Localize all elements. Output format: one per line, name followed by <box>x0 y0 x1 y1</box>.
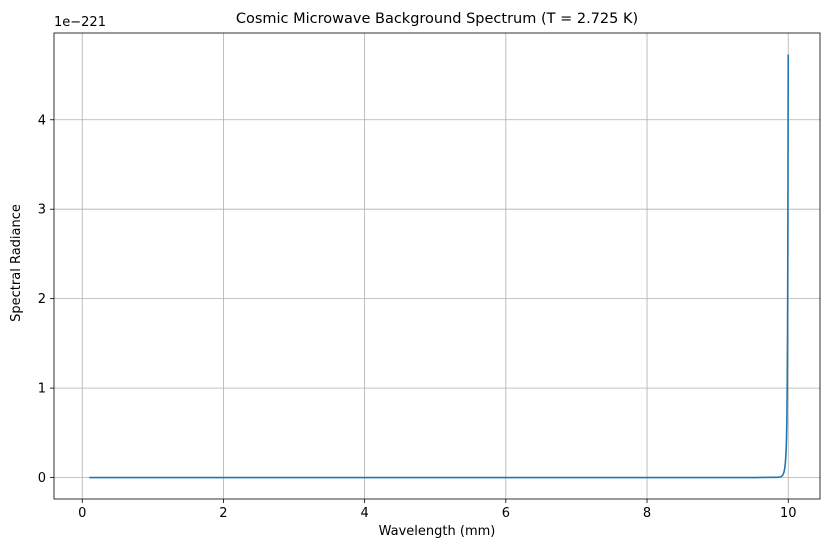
x-tick-label: 4 <box>360 506 368 521</box>
y-tick-label: 3 <box>38 203 46 218</box>
x-tick-label: 0 <box>78 506 86 521</box>
y-tick-label: 2 <box>38 292 46 307</box>
chart-title: Cosmic Microwave Background Spectrum (T … <box>236 11 638 27</box>
x-tick-label: 10 <box>780 506 797 521</box>
series-line <box>89 54 790 479</box>
y-tick-label: 1 <box>38 382 46 397</box>
y-tick-label: 4 <box>38 113 46 128</box>
series-layer <box>89 54 790 479</box>
ticks: 0 2 4 6 8 10 0 1 2 3 4 <box>38 113 797 521</box>
x-axis-label: Wavelength (mm) <box>379 524 496 539</box>
grid <box>54 33 820 499</box>
y-tick-label: 0 <box>38 471 46 486</box>
y-axis-label: Spectral Radiance <box>9 204 24 322</box>
plot-frame <box>53 32 821 500</box>
x-tick-label: 2 <box>219 506 227 521</box>
x-tick-label: 8 <box>643 506 651 521</box>
x-tick-label: 6 <box>502 506 510 521</box>
y-offset-label: 1e−221 <box>54 15 106 30</box>
